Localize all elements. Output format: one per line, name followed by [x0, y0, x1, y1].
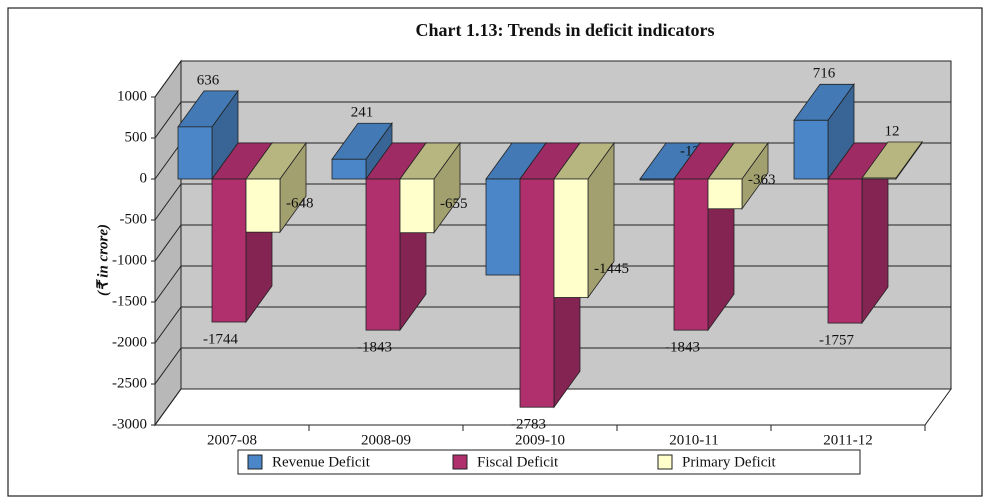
x-tick-label: 2011-12	[823, 432, 872, 448]
y-tick-label: -1000	[112, 252, 147, 268]
x-tick-label: 2008-09	[361, 432, 411, 448]
legend-swatch	[247, 454, 263, 470]
bar-front	[365, 178, 401, 331]
bar-front	[707, 178, 743, 210]
data-label: -1445	[594, 261, 629, 277]
grid-line-side	[154, 306, 182, 344]
data-label: -2783	[511, 417, 546, 433]
data-label: 241	[351, 105, 374, 121]
x-tick-label: 2007-08	[207, 432, 257, 448]
grid-line-side	[154, 183, 182, 221]
grid-line-side	[154, 347, 182, 385]
bar	[245, 141, 307, 234]
bar	[553, 141, 615, 299]
bar	[399, 141, 461, 234]
grid-line-side	[154, 224, 182, 262]
bar-front	[519, 178, 555, 408]
bar-front	[399, 178, 435, 234]
data-label: -1744	[203, 331, 238, 347]
legend-label: Primary Deficit	[682, 454, 777, 470]
bar-front	[485, 178, 521, 276]
bar	[861, 140, 923, 181]
legend-swatch	[657, 454, 673, 470]
y-tick-label: 1000	[117, 88, 147, 104]
legend-label: Fiscal Deficit	[477, 454, 559, 470]
y-tick-label: -2000	[112, 334, 147, 350]
legend-swatch	[452, 454, 468, 470]
data-label: -1843	[665, 340, 700, 356]
y-tick-label: -2500	[112, 375, 147, 391]
bar-front	[245, 178, 281, 233]
bar-front	[553, 178, 589, 298]
y-tick-label: -1500	[112, 293, 147, 309]
y-axis-label: (₹ in crore)	[95, 224, 111, 296]
y-tick-label: 0	[140, 170, 148, 186]
y-tick-label: -500	[120, 211, 148, 227]
y-tick-label: -3000	[112, 416, 147, 432]
bar-front	[639, 178, 675, 181]
grid-line-side	[154, 60, 182, 98]
grid-line-side	[154, 388, 182, 426]
bar	[331, 122, 393, 181]
grid-line-side	[154, 101, 182, 139]
data-label: -1757	[819, 333, 854, 349]
bar	[707, 141, 769, 211]
bar-front	[331, 158, 367, 180]
grid-line-side	[154, 265, 182, 303]
data-label: -363	[748, 172, 776, 188]
y-tick-label: 500	[125, 129, 148, 145]
bar-front	[827, 178, 863, 324]
bar	[793, 83, 855, 181]
x-tick-label: 2009-10	[515, 432, 565, 448]
legend-label: Revenue Deficit	[272, 454, 371, 470]
bar-front	[793, 119, 829, 180]
grid-line-side	[154, 142, 182, 180]
bar-front	[177, 126, 213, 180]
chart-title: Chart 1.13: Trends in deficit indicators	[415, 20, 714, 40]
data-label: -655	[440, 196, 468, 212]
bar	[211, 141, 273, 324]
bar-front	[861, 177, 897, 180]
data-label: -648	[286, 196, 314, 212]
data-label: 716	[813, 66, 836, 82]
data-label: 636	[197, 72, 220, 88]
data-label: 12	[885, 123, 900, 139]
legend-box	[237, 449, 861, 475]
x-tick-label: 2010-11	[669, 432, 718, 448]
bar-front	[673, 178, 709, 331]
bar	[827, 141, 889, 325]
bar-front	[211, 178, 247, 323]
bar	[177, 89, 239, 181]
data-label: -1843	[357, 340, 392, 356]
